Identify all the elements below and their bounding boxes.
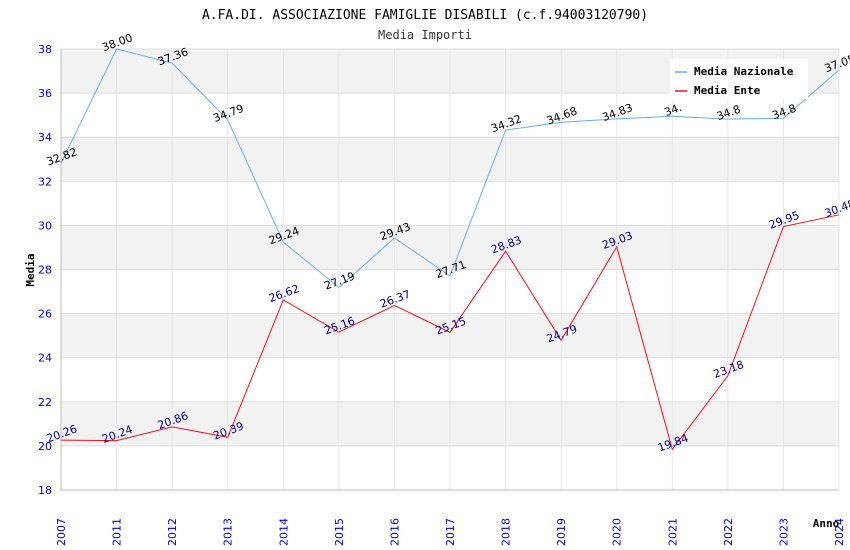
x-tick-label: 2023 xyxy=(777,518,790,546)
x-tick-label: 2017 xyxy=(444,518,457,546)
y-tick-label: 30 xyxy=(38,219,52,232)
legend-box xyxy=(670,59,808,99)
series-line-ente xyxy=(60,214,840,451)
y-tick-label: 36 xyxy=(38,87,52,100)
x-tick-label: 2022 xyxy=(722,518,735,546)
legend: Media Nazionale Media Ente xyxy=(670,59,808,99)
y-tick-label: 22 xyxy=(38,396,52,409)
y-tick-label: 18 xyxy=(38,484,52,497)
y-tick-label: 24 xyxy=(38,352,52,365)
legend-label-nazionale: Media Nazionale xyxy=(694,65,794,78)
chart-subtitle: Media Importi xyxy=(378,28,472,42)
x-tick-label: 2019 xyxy=(555,518,568,546)
y-tick-label: 34 xyxy=(38,131,52,144)
series-layer xyxy=(60,48,840,451)
x-tick-label: 2020 xyxy=(611,518,624,546)
x-tick-label: 2012 xyxy=(166,518,179,546)
x-axis-label: Anno xyxy=(813,517,840,530)
x-tick-label: 2024 xyxy=(833,518,846,546)
y-tick-label: 28 xyxy=(38,264,52,277)
x-tick-label: 2021 xyxy=(666,518,679,546)
y-tick-label: 32 xyxy=(38,175,52,188)
x-tick-label: 2018 xyxy=(500,518,513,546)
series-line-nazionale xyxy=(60,48,840,289)
x-tick-label: 2011 xyxy=(111,518,124,546)
chart-title: A.FA.DI. ASSOCIAZIONE FAMIGLIE DISABILI … xyxy=(202,8,648,23)
y-tick-label: 20 xyxy=(38,440,52,453)
x-tick-label: 2015 xyxy=(333,518,346,546)
x-tick-label: 2007 xyxy=(55,518,68,546)
x-tick-label: 2016 xyxy=(388,518,401,546)
y-axis-label: Media xyxy=(24,253,37,286)
legend-label-ente: Media Ente xyxy=(694,84,761,97)
x-tick-label: 2014 xyxy=(277,518,290,546)
data-label-nazionale: 34. xyxy=(663,101,684,119)
y-tick-label: 26 xyxy=(38,308,52,321)
y-tick-label: 38 xyxy=(38,43,52,56)
x-tick-label: 2013 xyxy=(222,518,235,546)
